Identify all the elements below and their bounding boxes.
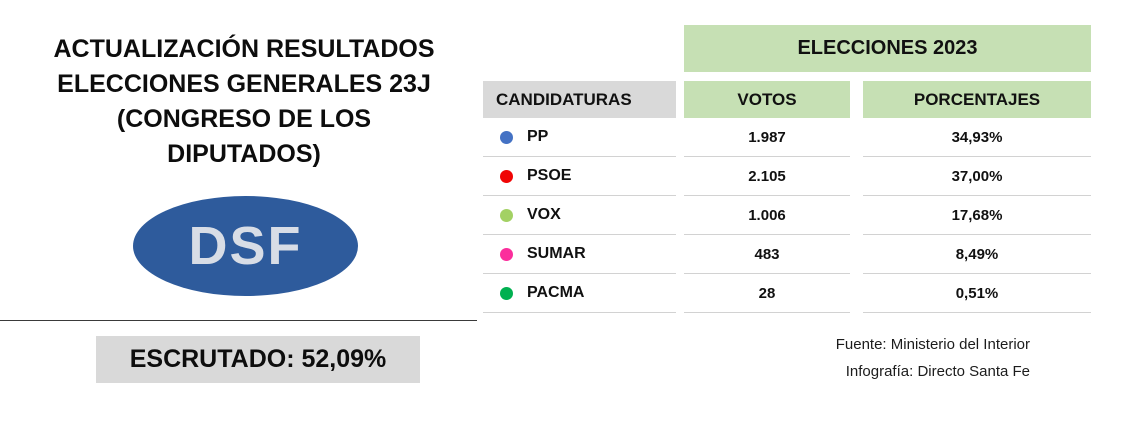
table-row-pacma: PACMA 28 0,51% <box>483 274 1091 313</box>
pct-cell: 8,49% <box>863 235 1091 274</box>
party-color-dot <box>500 169 513 183</box>
votes-cell: 28 <box>684 274 850 313</box>
table-title-spacer <box>483 25 684 72</box>
party-name: SUMAR <box>527 245 586 262</box>
dsf-logo-text: DSF <box>188 216 303 276</box>
party-cell: PACMA <box>483 274 676 313</box>
results-table: ELECCIONES 2023 CANDIDATURAS VOTOS PORCE… <box>483 25 1091 313</box>
votes-cell: 1.987 <box>684 118 850 157</box>
column-header-votos: VOTOS <box>684 81 850 118</box>
party-name: VOX <box>527 206 561 223</box>
party-color-dot <box>500 286 513 300</box>
table-row-pp: PP 1.987 34,93% <box>483 118 1091 157</box>
votes-cell: 2.105 <box>684 157 850 196</box>
party-color-dot <box>500 208 513 222</box>
table-title-row: ELECCIONES 2023 <box>483 25 1091 72</box>
source-line: Fuente: Ministerio del Interior <box>835 336 1030 353</box>
table-row-vox: VOX 1.006 17,68% <box>483 196 1091 235</box>
title-line-3: (CONGRESO DE LOS <box>116 105 372 133</box>
party-cell: PSOE <box>483 157 676 196</box>
credit-line: Infografía: Directo Santa Fe <box>845 363 1030 380</box>
title-line-4: DIPUTADOS) <box>167 140 321 168</box>
table-title: ELECCIONES 2023 <box>684 25 1091 72</box>
party-name: PSOE <box>527 167 572 184</box>
pct-cell: 17,68% <box>863 196 1091 235</box>
table-header-row: CANDIDATURAS VOTOS PORCENTAJES <box>483 81 1091 118</box>
party-color-dot <box>500 130 513 144</box>
horizontal-divider <box>0 320 477 321</box>
title-line-1: ACTUALIZACIÓN RESULTADOS <box>53 35 435 63</box>
table-row-psoe: PSOE 2.105 37,00% <box>483 157 1091 196</box>
party-cell: VOX <box>483 196 676 235</box>
pct-cell: 37,00% <box>863 157 1091 196</box>
party-cell: SUMAR <box>483 235 676 274</box>
party-name: PP <box>527 128 549 145</box>
party-color-dot <box>500 247 513 261</box>
votes-cell: 1.006 <box>684 196 850 235</box>
dsf-logo: DSF <box>133 196 358 296</box>
credits: Fuente: Ministerio del Interior Infograf… <box>670 331 1030 385</box>
pct-cell: 0,51% <box>863 274 1091 313</box>
party-name: PACMA <box>527 284 585 301</box>
title-line-2: ELECCIONES GENERALES 23J <box>57 70 431 98</box>
table-row-sumar: SUMAR 483 8,49% <box>483 235 1091 274</box>
table-title-gap <box>483 72 1091 81</box>
page-title: ACTUALIZACIÓN RESULTADOS ELECCIONES GENE… <box>18 32 470 172</box>
pct-cell: 34,93% <box>863 118 1091 157</box>
party-cell: PP <box>483 118 676 157</box>
votes-cell: 483 <box>684 235 850 274</box>
column-header-porcentajes: PORCENTAJES <box>863 81 1091 118</box>
escrutado-badge: ESCRUTADO: 52,09% <box>96 336 420 383</box>
column-header-candidaturas: CANDIDATURAS <box>483 81 676 118</box>
